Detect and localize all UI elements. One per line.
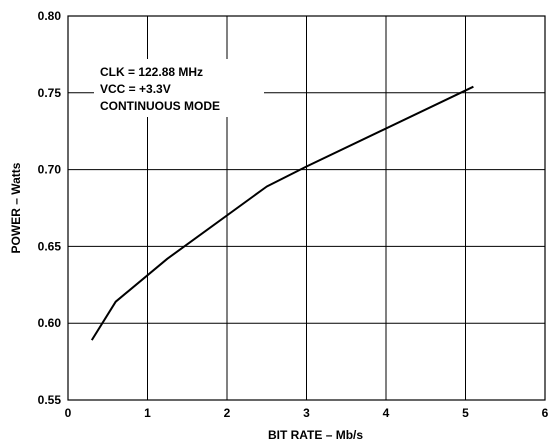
annotation-clk: CLK = 122.88 MHz xyxy=(100,65,203,79)
power-series-line xyxy=(90,85,474,341)
annotation-vcc: VCC = +3.3V xyxy=(100,82,171,96)
x-tick-label: 1 xyxy=(144,406,151,420)
x-tick-label: 2 xyxy=(224,406,231,420)
x-tick-label: 6 xyxy=(542,406,548,420)
x-tick-labels: 0 1 2 3 4 5 6 xyxy=(65,406,548,420)
y-tick-label: 0.60 xyxy=(38,316,62,330)
plot-frame xyxy=(67,15,546,401)
x-axis-title: BIT RATE – Mb/s xyxy=(268,428,363,442)
annotation-background xyxy=(94,59,264,117)
x-tick-label: 4 xyxy=(383,406,390,420)
y-tick-label: 0.80 xyxy=(38,9,62,23)
y-tick-label: 0.70 xyxy=(38,163,62,177)
y-tick-label: 0.75 xyxy=(38,86,62,100)
y-axis-title: POWER – Watts xyxy=(9,162,23,253)
x-tick-label: 5 xyxy=(462,406,469,420)
y-tick-label: 0.65 xyxy=(38,239,62,253)
y-tick-labels: 0.55 0.60 0.65 0.70 0.75 0.80 xyxy=(38,9,62,407)
x-tick-label: 3 xyxy=(303,406,310,420)
x-tick-label: 0 xyxy=(65,406,72,420)
annotation-mode: CONTINUOUS MODE xyxy=(100,99,220,113)
y-tick-label: 0.55 xyxy=(38,393,62,407)
annotation-box: CLK = 122.88 MHz VCC = +3.3V CONTINUOUS … xyxy=(94,59,264,117)
